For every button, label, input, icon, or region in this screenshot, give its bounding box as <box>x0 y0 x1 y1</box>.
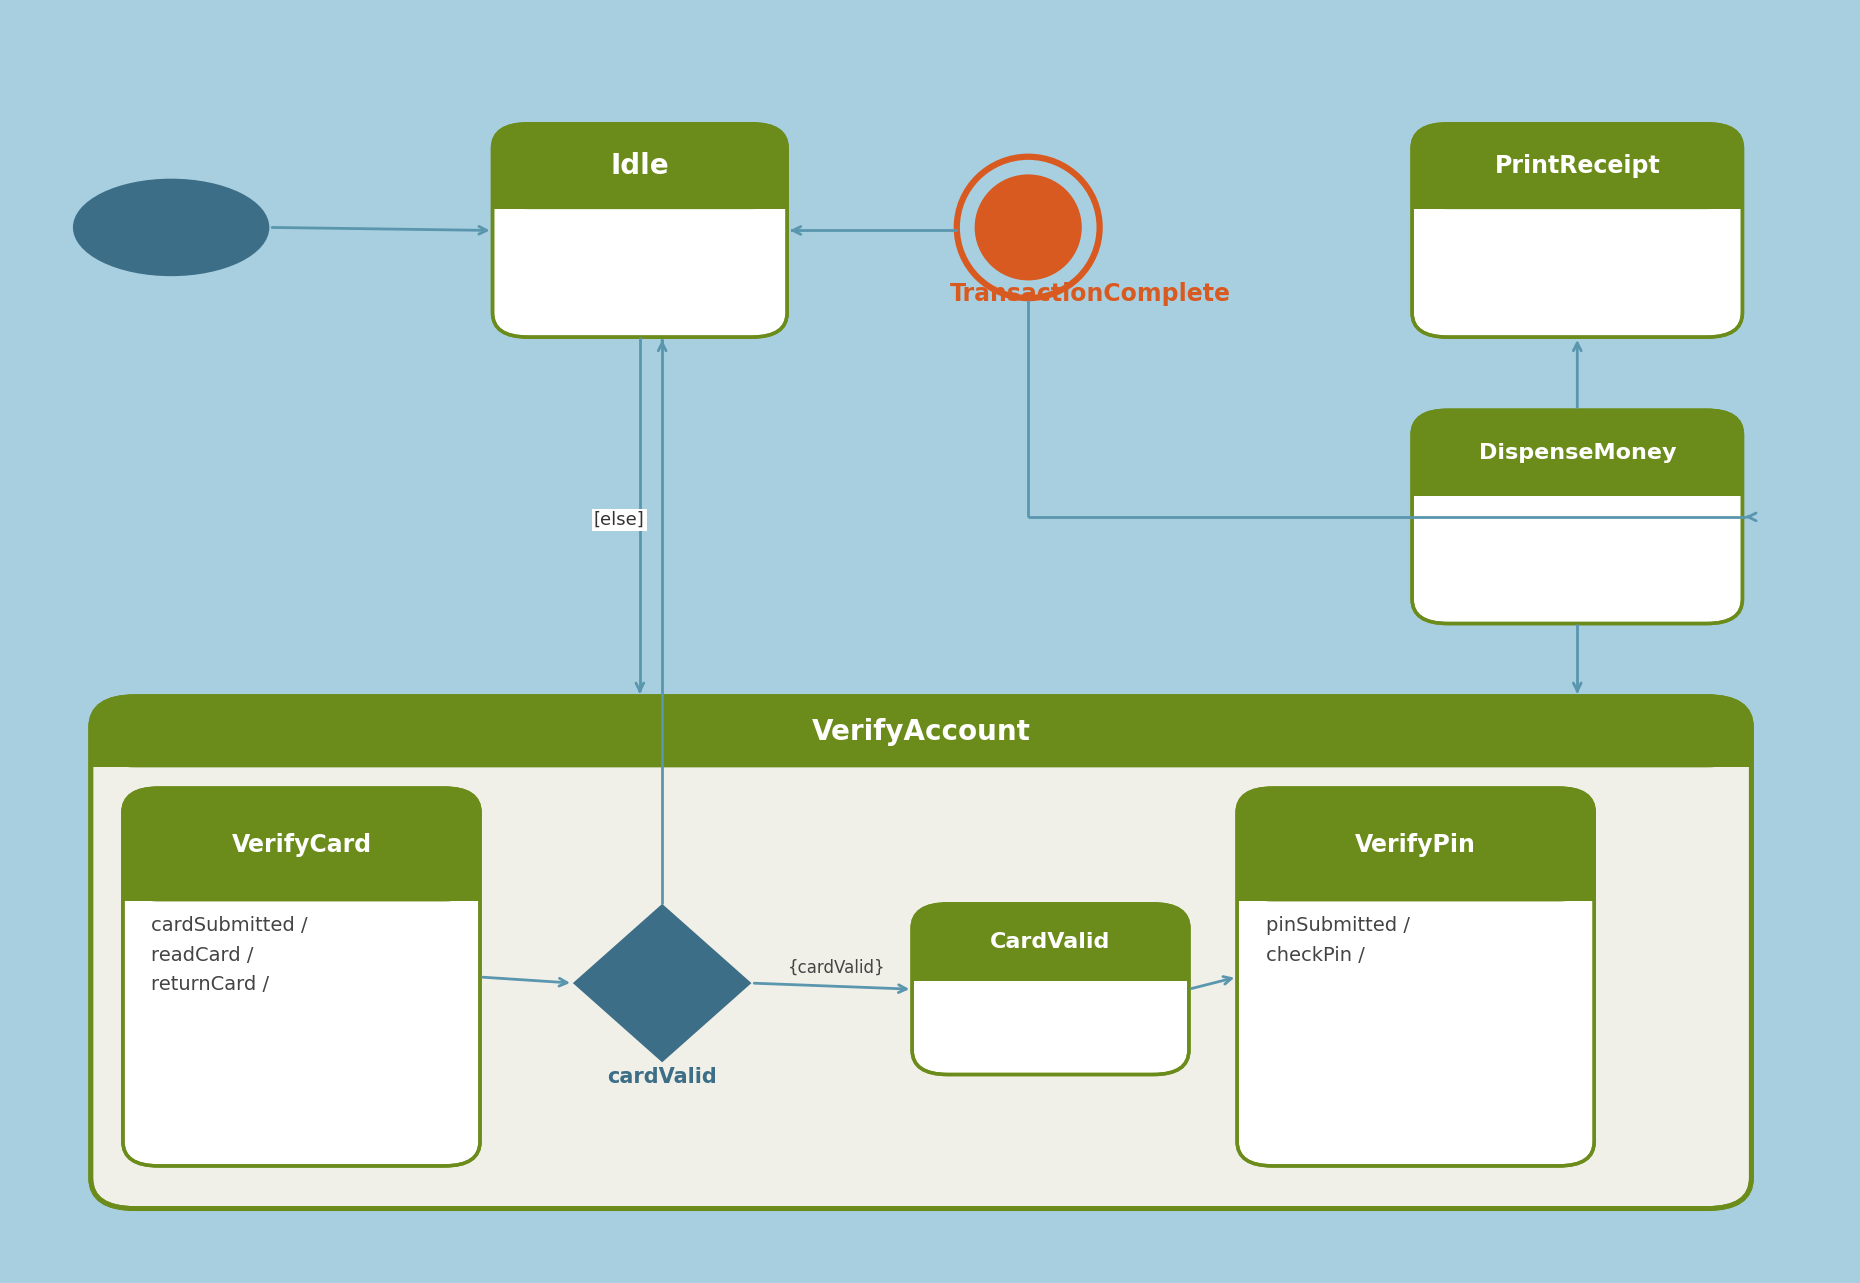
FancyBboxPatch shape <box>1412 124 1743 209</box>
Text: VerifyAccount: VerifyAccount <box>811 718 1030 745</box>
FancyBboxPatch shape <box>91 697 1752 767</box>
Text: Idle: Idle <box>610 153 670 181</box>
Bar <box>1237 851 1594 902</box>
FancyBboxPatch shape <box>493 124 787 209</box>
FancyBboxPatch shape <box>911 903 1189 1075</box>
Bar <box>1412 171 1743 209</box>
Ellipse shape <box>73 178 270 276</box>
FancyBboxPatch shape <box>1412 411 1743 624</box>
Bar <box>911 946 1189 980</box>
Bar <box>91 735 1752 767</box>
FancyBboxPatch shape <box>911 903 1189 980</box>
Bar <box>123 851 480 902</box>
Ellipse shape <box>975 174 1083 281</box>
Text: pinSubmitted /
checkPin /: pinSubmitted / checkPin / <box>1265 916 1410 965</box>
Text: [else]: [else] <box>593 511 645 529</box>
FancyBboxPatch shape <box>123 788 480 1166</box>
FancyBboxPatch shape <box>1237 788 1594 902</box>
FancyBboxPatch shape <box>1237 788 1594 1166</box>
Bar <box>1412 457 1743 495</box>
FancyBboxPatch shape <box>1412 411 1743 495</box>
Text: cardSubmitted /
readCard /
returnCard /: cardSubmitted / readCard / returnCard / <box>151 916 309 994</box>
Polygon shape <box>573 903 751 1062</box>
Text: {cardValid}: {cardValid} <box>789 958 885 976</box>
Text: VerifyPin: VerifyPin <box>1356 833 1477 857</box>
Text: PrintReceipt: PrintReceipt <box>1494 154 1661 178</box>
FancyBboxPatch shape <box>91 697 1752 1209</box>
Text: DispenseMoney: DispenseMoney <box>1479 443 1676 463</box>
Text: CardValid: CardValid <box>990 933 1110 952</box>
Text: TransactionComplete: TransactionComplete <box>950 282 1231 307</box>
FancyBboxPatch shape <box>123 788 480 902</box>
FancyBboxPatch shape <box>493 124 787 337</box>
Text: cardValid: cardValid <box>606 1067 718 1087</box>
Text: VerifyCard: VerifyCard <box>231 833 372 857</box>
Bar <box>493 171 787 209</box>
FancyBboxPatch shape <box>1412 124 1743 337</box>
